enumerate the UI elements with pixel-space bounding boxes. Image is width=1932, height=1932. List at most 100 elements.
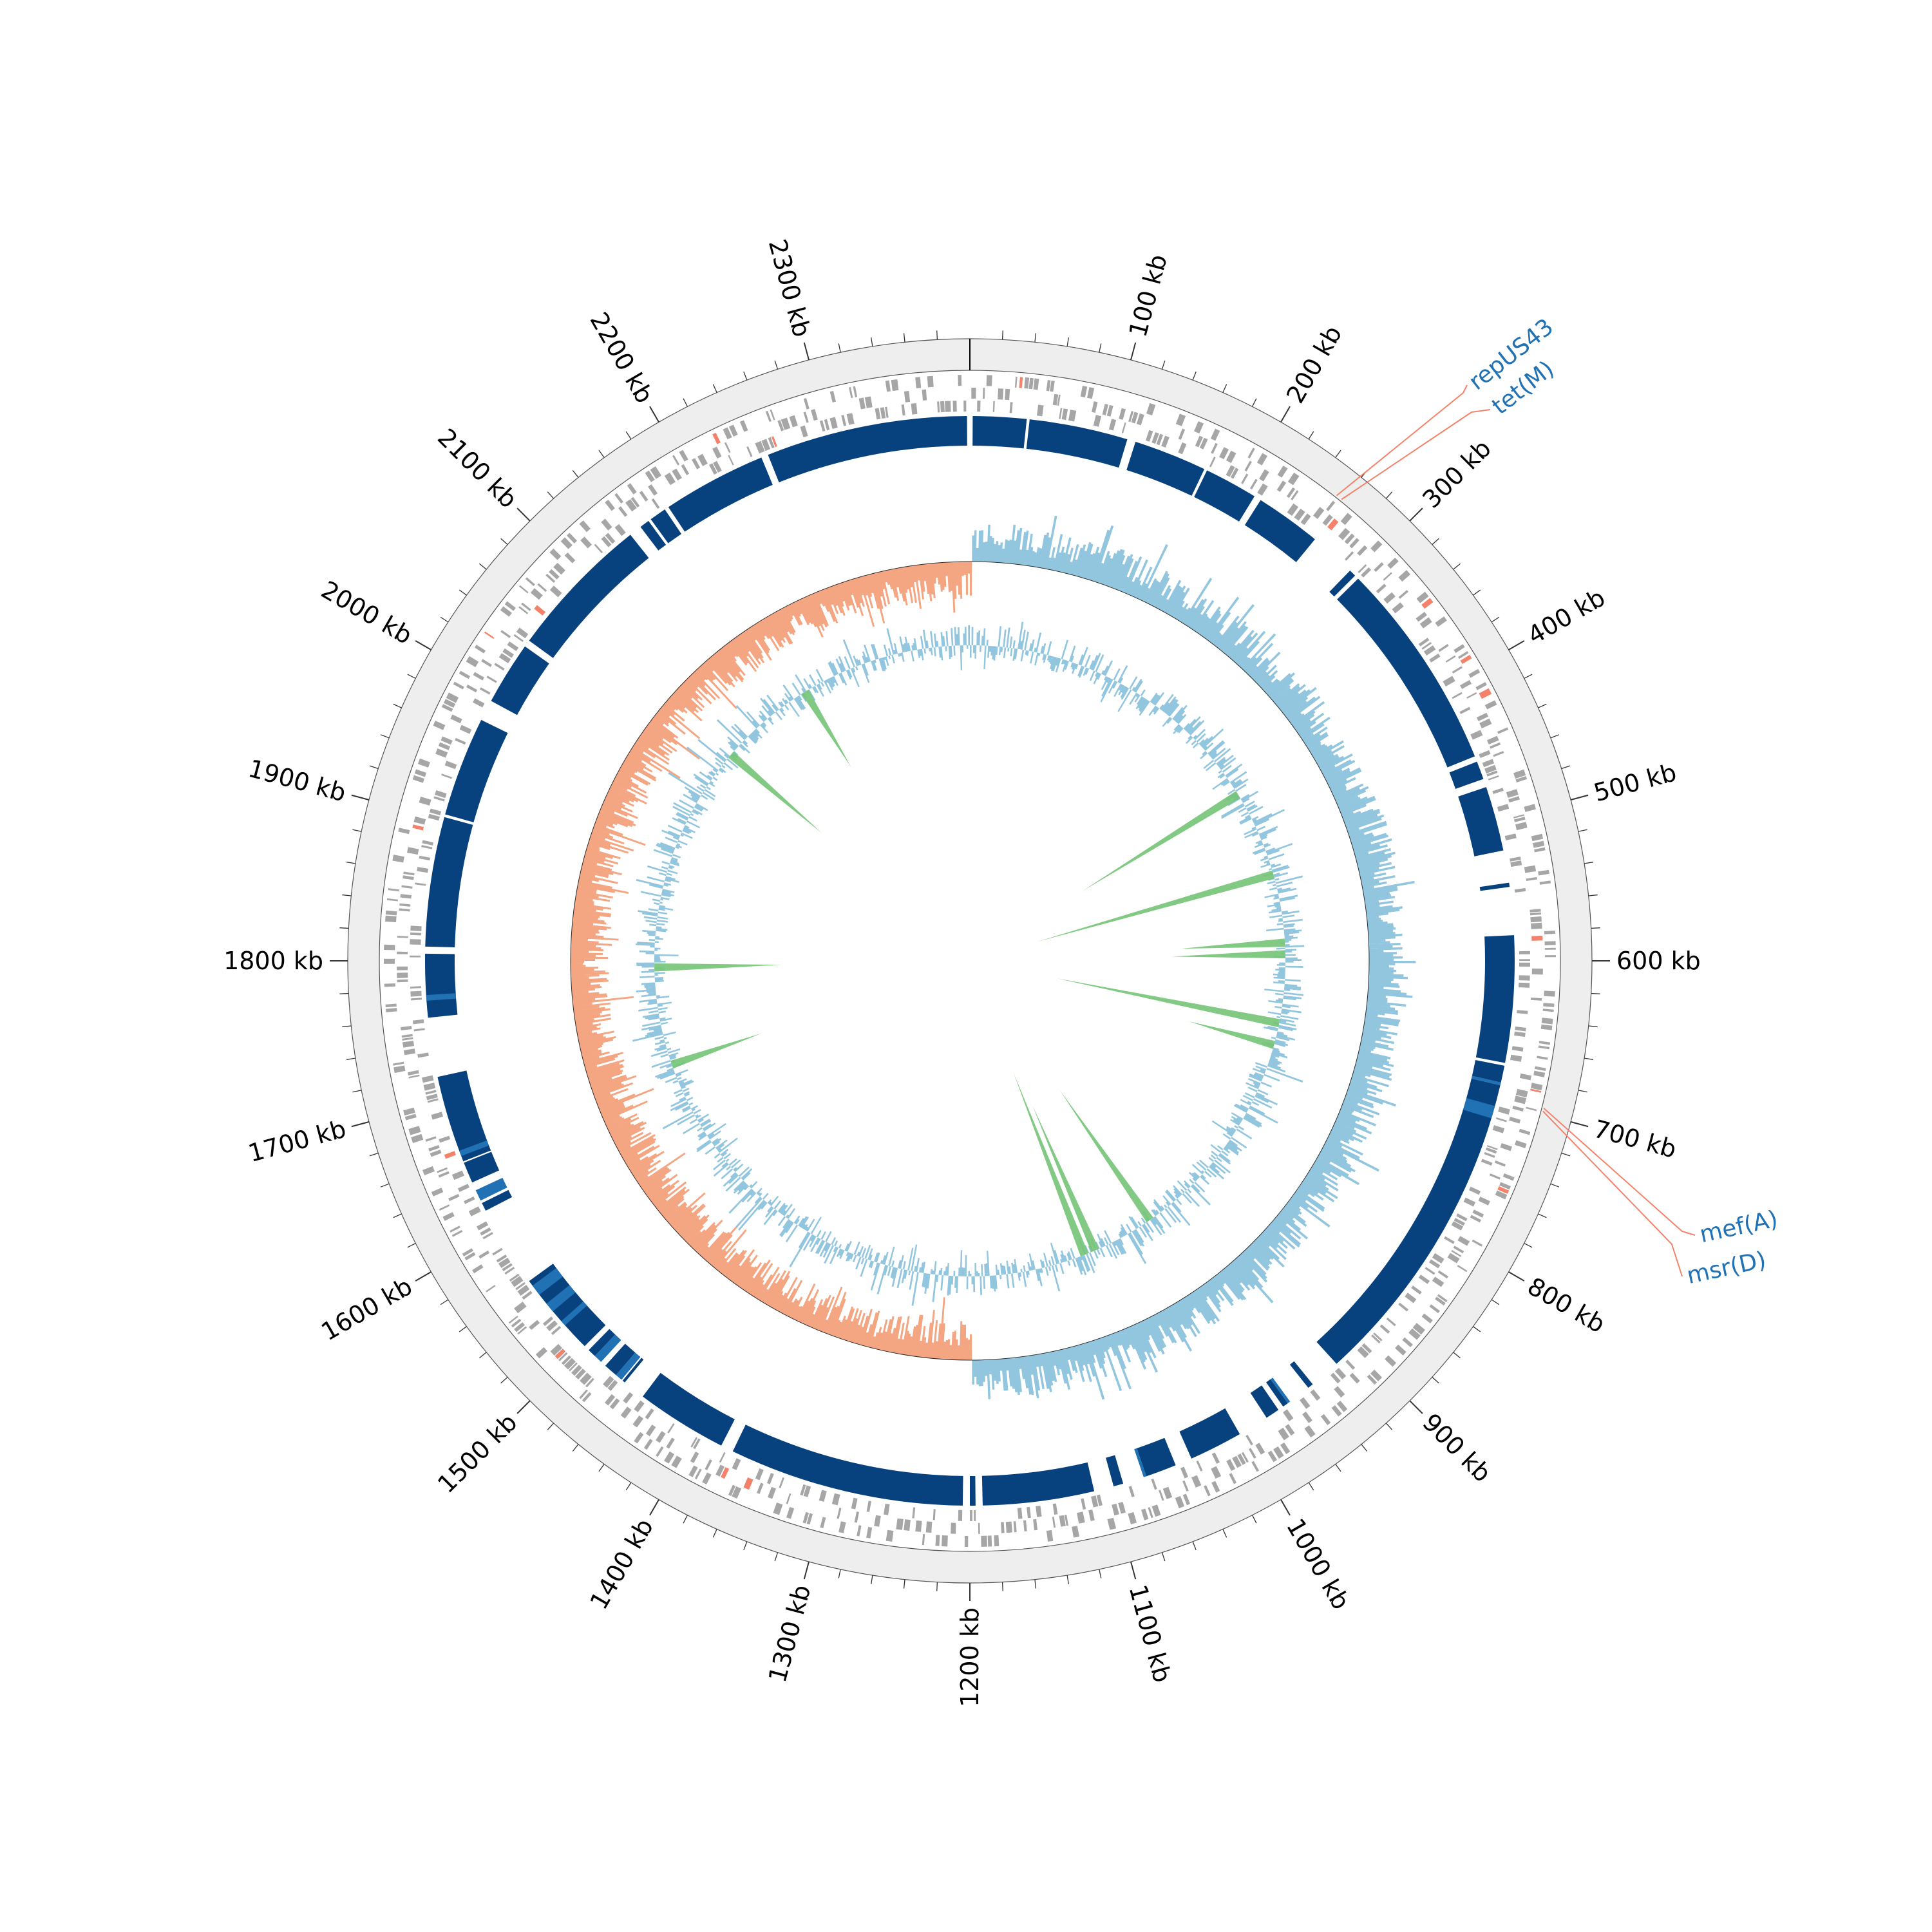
minor-tick (683, 398, 688, 407)
minor-tick (369, 1152, 379, 1157)
cds-feature (667, 1423, 675, 1434)
tick-label: 1300 kb (763, 1582, 817, 1685)
blast-hit-track (424, 416, 1515, 1506)
cds-feature (1481, 1159, 1493, 1166)
cds-feature (940, 401, 945, 413)
cds-feature (410, 939, 421, 945)
cds-feature (549, 548, 562, 560)
cds-feature (1374, 562, 1384, 573)
cds-feature (1322, 514, 1333, 526)
minor-tick (547, 491, 554, 499)
cds-feature (1519, 962, 1530, 967)
cds-feature (1500, 1142, 1512, 1151)
cds-feature (393, 1065, 406, 1074)
cds-feature (757, 1482, 764, 1494)
cds-feature (1338, 527, 1350, 540)
cds-feature (439, 1135, 451, 1143)
cds-feature (478, 1250, 490, 1259)
cds-feature (1494, 1160, 1506, 1167)
cds-feature (1081, 1498, 1086, 1510)
tick-label: 2300 kb (763, 236, 817, 340)
cds-feature (1017, 1508, 1023, 1519)
tick-label: 400 kb (1522, 583, 1609, 650)
cds-feature (1304, 1425, 1316, 1438)
cds-feature (1175, 1496, 1185, 1509)
cds-feature (712, 432, 721, 444)
cds-feature (507, 641, 519, 652)
blast-hit (768, 416, 967, 482)
cds-feature (925, 1521, 933, 1533)
cds-feature (679, 450, 688, 462)
cds-feature (402, 1040, 415, 1048)
major-tick (1280, 1499, 1291, 1516)
minor-tick (712, 384, 717, 393)
cds-feature (1285, 1424, 1295, 1436)
cds-feature (625, 499, 637, 512)
cds-feature (1244, 460, 1252, 471)
cds-feature (1345, 551, 1354, 561)
cds-feature (935, 1535, 940, 1546)
cds-feature (1128, 411, 1134, 422)
cds-feature (1229, 1473, 1237, 1484)
blast-hit (1250, 1385, 1279, 1418)
blast-hit (640, 520, 667, 551)
cds-feature (514, 1322, 526, 1332)
cds-feature (438, 742, 450, 750)
cds-feature (402, 1037, 413, 1041)
cds-feature (399, 908, 410, 912)
cds-feature (1151, 432, 1159, 444)
cds-feature (1107, 1517, 1117, 1530)
minor-tick (1561, 1152, 1571, 1157)
cds-feature (446, 692, 459, 703)
gc-content-spike (670, 1033, 762, 1069)
cds-feature (486, 1285, 496, 1293)
cds-feature (1065, 1515, 1069, 1526)
cds-feature (1539, 1041, 1551, 1045)
cds-feature (579, 1389, 588, 1399)
cds-feature (963, 401, 967, 412)
cds-feature (933, 1509, 936, 1520)
cds-feature (601, 518, 612, 531)
cds-feature (1437, 1270, 1448, 1279)
minor-tick (936, 1582, 938, 1591)
cds-feature (386, 898, 399, 902)
cds-feature (728, 455, 734, 466)
cds-feature (1033, 378, 1039, 390)
cds-feature (656, 1446, 664, 1457)
cds-feature (571, 1365, 582, 1376)
cds-feature (441, 704, 453, 712)
cds-feature (987, 1535, 992, 1547)
cds-feature (384, 958, 395, 964)
tick-label: 1800 kb (223, 947, 323, 975)
minor-tick (1161, 360, 1166, 370)
cds-feature (494, 663, 505, 671)
cds-feature (430, 808, 442, 816)
cds-feature (1459, 706, 1471, 714)
cds-feature (413, 816, 426, 825)
major-tick (649, 1499, 659, 1516)
tick-label: 2200 kb (584, 307, 659, 408)
cds-feature (1313, 507, 1325, 519)
minor-tick (346, 862, 355, 864)
cds-feature (1519, 959, 1531, 961)
cds-feature (603, 1376, 614, 1388)
cds-feature (1416, 591, 1429, 603)
cds-feature (1511, 1046, 1524, 1052)
minor-tick (1034, 333, 1037, 343)
cds-feature (693, 1438, 701, 1450)
minor-tick (1099, 343, 1102, 353)
cds-feature (1418, 1274, 1430, 1284)
cds-feature (1435, 616, 1447, 627)
cds-feature (554, 1349, 566, 1359)
cds-feature (1470, 1215, 1481, 1223)
cds-feature (1398, 1302, 1409, 1312)
cds-feature (1077, 1511, 1085, 1524)
cds-feature (392, 855, 404, 863)
minor-tick (1473, 589, 1481, 596)
minor-tick (1308, 1482, 1314, 1491)
cds-feature (1429, 1259, 1441, 1269)
cds-feature (1286, 487, 1296, 498)
blast-hit (732, 1425, 963, 1506)
cds-feature (1036, 1505, 1042, 1517)
minor-tick (1473, 1326, 1481, 1332)
